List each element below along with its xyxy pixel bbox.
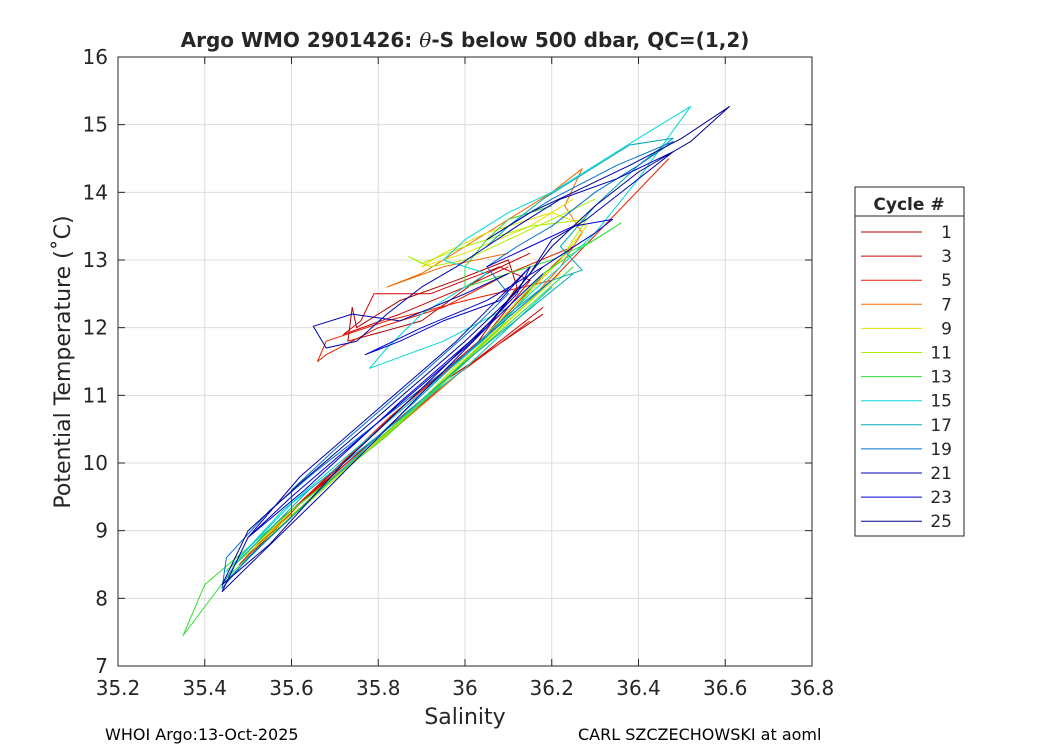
x-axis-label: Salinity bbox=[424, 705, 505, 730]
legend-label-cycle-19: 19 bbox=[930, 440, 952, 460]
legend-label-cycle-25: 25 bbox=[930, 512, 952, 532]
footer-left: WHOI Argo:13-Oct-2025 bbox=[105, 725, 299, 744]
legend-label-cycle-23: 23 bbox=[930, 488, 952, 508]
footer-right: CARL SZCZECHOWSKI at aoml bbox=[578, 725, 822, 744]
y-tick-label: 14 bbox=[83, 180, 108, 204]
series-line-cycle-25 bbox=[221, 105, 731, 586]
legend-label-cycle-5: 5 bbox=[941, 271, 952, 291]
legend-label-cycle-9: 9 bbox=[941, 319, 952, 339]
y-tick-label: 15 bbox=[83, 113, 108, 137]
x-tick-label: 35.2 bbox=[96, 676, 141, 700]
series-line-cycle-11 bbox=[225, 198, 596, 572]
x-tick-label: 36.2 bbox=[529, 676, 574, 700]
series-line-cycle-15 bbox=[225, 105, 692, 572]
chart-title: Argo WMO 2901426: θ-S below 500 dbar, QC… bbox=[181, 28, 750, 52]
series-line-cycle-5 bbox=[238, 158, 670, 565]
y-tick-label: 8 bbox=[95, 586, 108, 610]
x-tick-label: 36.8 bbox=[790, 676, 835, 700]
x-tick-label: 36 bbox=[452, 676, 477, 700]
legend-label-cycle-11: 11 bbox=[930, 344, 952, 364]
series-line-cycle-23 bbox=[247, 218, 613, 538]
legend-label-cycle-17: 17 bbox=[930, 416, 952, 436]
y-axis-label: Potential Temperature (˚C) bbox=[51, 215, 76, 508]
y-tick-label: 7 bbox=[95, 654, 108, 678]
grid-lines bbox=[117, 56, 813, 667]
axis-ticks: 35.2 35.4 35.6 35.8 36 36.2 36.4 36.6 36.8 7 8 9 10 1… bbox=[83, 45, 835, 700]
x-tick-label: 35.4 bbox=[182, 676, 227, 700]
legend-label-cycle-13: 13 bbox=[930, 368, 952, 388]
series-line-cycle-3 bbox=[247, 266, 544, 559]
legend-box bbox=[854, 186, 965, 537]
y-tick-label: 10 bbox=[83, 451, 108, 475]
y-tick-label: 16 bbox=[83, 45, 108, 69]
chart-title-rest: -S below 500 dbar, QC=(1,2) bbox=[431, 28, 749, 52]
y-tick-label: 13 bbox=[83, 248, 108, 272]
y-tick-label: 11 bbox=[83, 383, 108, 407]
y-tick-label: 12 bbox=[83, 316, 108, 340]
legend-label-cycle-7: 7 bbox=[941, 295, 952, 315]
chart-title-theta: θ bbox=[419, 28, 431, 52]
x-tick-label: 36.6 bbox=[703, 676, 748, 700]
legend-label-cycle-3: 3 bbox=[941, 247, 952, 267]
legend-label-cycle-21: 21 bbox=[930, 464, 952, 484]
series-line-cycle-21 bbox=[221, 151, 674, 593]
x-tick-label: 35.8 bbox=[356, 676, 401, 700]
data-series bbox=[182, 105, 731, 636]
x-tick-label: 35.6 bbox=[269, 676, 314, 700]
legend-label-cycle-15: 15 bbox=[930, 392, 952, 412]
x-tick-label: 36.4 bbox=[616, 676, 661, 700]
y-tick-label: 9 bbox=[95, 519, 108, 543]
legend-title: Cycle # bbox=[873, 195, 944, 215]
chart-title-main: Argo WMO 2901426: bbox=[181, 28, 420, 52]
legend-label-cycle-1: 1 bbox=[941, 223, 952, 243]
series-line-cycle-19 bbox=[221, 141, 674, 589]
